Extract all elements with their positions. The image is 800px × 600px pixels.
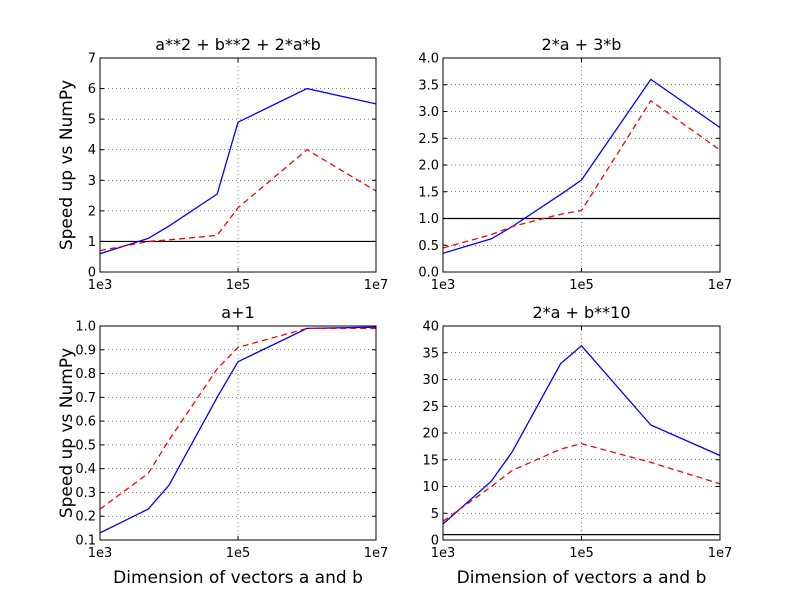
y-tick-label: 2.5: [418, 132, 439, 147]
y-tick-label: 2.0: [418, 159, 439, 174]
y-axis-label: Speed up vs NumPy: [57, 80, 77, 250]
x-tick-label: 1e3: [88, 546, 113, 561]
series-line-dashed: [443, 99, 720, 249]
y-tick-label: 5: [88, 113, 96, 128]
x-tick-label: 1e5: [569, 278, 594, 293]
y-tick-label: 40: [422, 320, 439, 335]
x-tick-label: 1e7: [708, 546, 733, 561]
y-tick-label: 35: [422, 346, 439, 361]
y-tick-label: 20: [422, 427, 439, 442]
y-tick-label: 6: [88, 82, 96, 97]
series-line-dashed: [100, 327, 376, 510]
y-tick-label: 0.7: [75, 391, 96, 406]
x-tick-label: 1e7: [708, 278, 733, 293]
y-tick-label: 0.8: [75, 367, 96, 382]
x-axis-label: Dimension of vectors a and b: [457, 568, 707, 588]
y-tick-label: 1.5: [418, 185, 439, 200]
chart-title: a**2 + b**2 + 2*a*b: [155, 35, 321, 54]
y-tick-label: 0.5: [418, 239, 439, 254]
x-tick-label: 1e7: [364, 278, 389, 293]
y-tick-label: 15: [422, 453, 439, 468]
y-tick-label: 3.0: [418, 105, 439, 120]
x-tick-label: 1e5: [569, 546, 594, 561]
x-axis-label: Dimension of vectors a and b: [113, 568, 363, 588]
series-line-dashed: [443, 443, 720, 522]
chart-panel-2: 0.0 0.5 1.0 1.5 2.0 2.5 3.0 3.5 4.0 1e3 1e5 1e7 2*a …: [418, 35, 732, 293]
x-tick-label: 1e7: [364, 546, 389, 561]
x-tick-label: 1e3: [431, 546, 456, 561]
y-tick-label: 4.0: [418, 52, 439, 67]
y-tick-label: 1: [88, 235, 96, 250]
y-tick-label: 7: [88, 52, 96, 67]
chart-title: 2*a + 3*b: [542, 35, 622, 54]
chart-panel-1: 0 1 2 3 4 5 6 7 1e3 1e5 1e7 a**2 + b**2 + 2*a*b Spee…: [57, 35, 388, 293]
y-tick-label: 0.4: [75, 462, 96, 477]
series-line-dashed: [100, 148, 376, 252]
series-line-solid: [100, 87, 376, 255]
y-tick-label: 25: [422, 400, 439, 415]
chart-panel-3: 0.1 0.2 0.3 0.4 0.5 0.6 0.7 0.8 0.9 1.0 1e3 1e5 1e7 a…: [57, 303, 388, 588]
chart-title: a+1: [221, 303, 254, 322]
y-tick-label: 1.0: [418, 212, 439, 227]
y-tick-label: 5: [431, 507, 439, 522]
chart-title: 2*a + b**10: [532, 303, 630, 322]
y-tick-label: 0.3: [75, 486, 96, 501]
y-tick-label: 0: [431, 534, 439, 549]
y-tick-label: 2: [88, 204, 96, 219]
y-tick-label: 0: [88, 266, 96, 281]
y-tick-label: 0.0: [418, 266, 439, 281]
y-tick-label: 10: [422, 480, 439, 495]
y-tick-label: 0.2: [75, 510, 96, 525]
y-tick-label: 0.5: [75, 438, 96, 453]
y-tick-label: 0.1: [75, 534, 96, 549]
y-tick-label: 3: [88, 174, 96, 189]
y-tick-label: 4: [88, 143, 96, 158]
y-tick-label: 30: [422, 373, 439, 388]
x-tick-label: 1e3: [88, 278, 113, 293]
y-tick-label: 0.9: [75, 343, 96, 358]
y-tick-label: 3.5: [418, 78, 439, 93]
x-tick-label: 1e5: [226, 546, 251, 561]
y-tick-label: 1.0: [75, 320, 96, 335]
x-tick-label: 1e5: [226, 278, 251, 293]
series-line-solid: [443, 78, 720, 254]
series-line-solid: [100, 326, 376, 534]
y-axis-label: Speed up vs NumPy: [57, 348, 77, 518]
x-tick-label: 1e3: [431, 278, 456, 293]
chart-panel-4: 0 5 10 15 20 25 30 35 40 1e3 1e5 1e7 2*a + b**10 Dime…: [422, 303, 732, 588]
series-line-solid: [443, 344, 720, 525]
y-tick-label: 0.6: [75, 415, 96, 430]
